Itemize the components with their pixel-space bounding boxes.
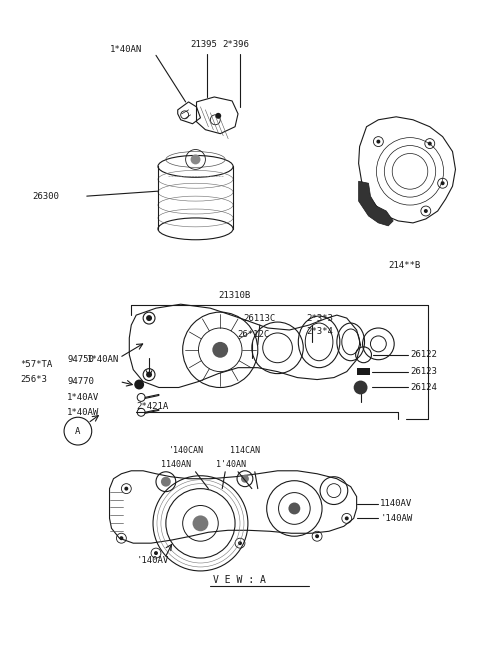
Circle shape: [354, 380, 368, 394]
Bar: [357, 368, 371, 374]
Text: 1140AV: 1140AV: [380, 499, 413, 508]
Text: '140AW: '140AW: [380, 514, 413, 523]
Circle shape: [120, 536, 123, 540]
Circle shape: [441, 181, 444, 185]
Text: 1140AN: 1140AN: [161, 461, 191, 469]
Text: V E W : A: V E W : A: [213, 575, 266, 585]
Circle shape: [315, 534, 319, 538]
Text: 1'40AN: 1'40AN: [216, 461, 246, 469]
Text: '140CAN: '140CAN: [169, 447, 204, 455]
Circle shape: [376, 139, 380, 144]
Circle shape: [191, 154, 201, 164]
Circle shape: [345, 516, 349, 520]
Circle shape: [212, 342, 228, 358]
Text: 26122: 26122: [410, 350, 437, 359]
Text: 26*12C: 26*12C: [237, 330, 269, 340]
Text: 2*396: 2*396: [222, 40, 249, 49]
Text: 21395: 21395: [191, 40, 217, 49]
Text: 1*40AN: 1*40AN: [87, 355, 119, 364]
Text: '140AV: '140AV: [136, 556, 168, 564]
Polygon shape: [359, 181, 393, 226]
Text: 26123: 26123: [410, 367, 437, 376]
Text: 26300: 26300: [33, 192, 60, 200]
Circle shape: [192, 515, 208, 532]
Text: 214**B: 214**B: [388, 261, 420, 270]
Text: 26124: 26124: [410, 383, 437, 392]
Circle shape: [424, 209, 428, 213]
Text: 2*421A: 2*421A: [136, 402, 168, 411]
Circle shape: [288, 503, 300, 514]
Text: 114CAN: 114CAN: [230, 447, 260, 455]
Text: 26113C: 26113C: [243, 313, 275, 323]
Circle shape: [216, 113, 221, 119]
Text: 1*40AV: 1*40AV: [67, 393, 99, 402]
Text: 94770: 94770: [67, 377, 94, 386]
Circle shape: [154, 551, 158, 555]
Circle shape: [124, 487, 128, 491]
Text: 2*3*4: 2*3*4: [306, 327, 333, 336]
Text: 2*3*3: 2*3*3: [306, 313, 333, 323]
Text: 1*40AN: 1*40AN: [109, 45, 142, 54]
Circle shape: [146, 315, 152, 321]
Circle shape: [161, 477, 171, 487]
Circle shape: [241, 475, 249, 483]
Circle shape: [428, 142, 432, 146]
Circle shape: [146, 372, 152, 378]
Circle shape: [134, 380, 144, 390]
Circle shape: [238, 541, 242, 545]
Text: *57*TA: *57*TA: [21, 360, 53, 369]
Text: 21310B: 21310B: [218, 291, 251, 300]
Text: 1*40AW: 1*40AW: [67, 408, 99, 417]
Text: 94750: 94750: [67, 355, 94, 364]
Text: A: A: [75, 426, 81, 436]
Text: 256*3: 256*3: [21, 375, 48, 384]
